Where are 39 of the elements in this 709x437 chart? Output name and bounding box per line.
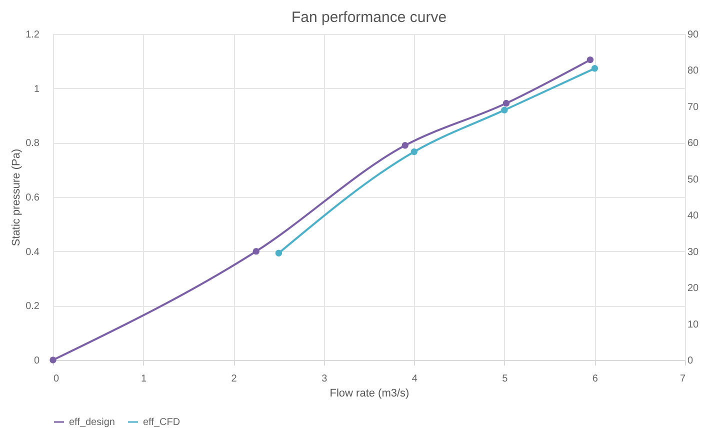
y2-tick-label: 80 — [688, 66, 700, 77]
y2-tick-label: 50 — [688, 174, 700, 186]
x-tick-label: 5 — [502, 374, 508, 384]
point — [501, 106, 508, 114]
y-tick-label: 1 — [34, 84, 40, 95]
y-tick-label: 1.2 — [26, 30, 40, 40]
y2-tick-label: 90 — [688, 30, 700, 40]
x-tick-label: 7 — [680, 374, 686, 384]
point — [586, 56, 594, 64]
y-tick-label: 0.6 — [26, 192, 40, 204]
y-tick-label: 0 — [34, 356, 40, 366]
x-tick-label: 0 — [54, 374, 60, 384]
point — [402, 142, 408, 149]
legend-label: eff_design — [69, 417, 115, 428]
y-axis-title: Static pressure (Pa) — [10, 148, 23, 246]
y2-tick-label: 40 — [688, 210, 700, 222]
y-tick-label: 0.2 — [26, 301, 40, 312]
x-tick-label: 3 — [322, 374, 328, 384]
chart-title: Fan performance curve — [291, 9, 447, 26]
y2-tick-label: 70 — [688, 102, 700, 113]
x-tick-label: 6 — [592, 374, 598, 384]
point — [410, 148, 418, 156]
y2-tick-label: 30 — [688, 246, 700, 258]
point — [502, 100, 510, 107]
point — [252, 248, 260, 255]
y-tick-label: 0.8 — [26, 138, 40, 150]
x-tick-label: 2 — [231, 374, 238, 384]
x-axis-title: Flow rate (m3/s) — [330, 388, 410, 400]
y-tick-label: 0.4 — [26, 246, 40, 258]
x-tick-label: 4 — [412, 374, 418, 384]
legend-label: eff_CFD — [143, 417, 180, 428]
y2-tick-label: 10 — [688, 319, 700, 330]
y2-tick-label: 0 — [688, 356, 694, 366]
y2-tick-label: 60 — [688, 138, 700, 150]
point — [275, 250, 282, 256]
x-tick-label: 1 — [141, 374, 148, 384]
y2-tick-label: 20 — [688, 283, 700, 294]
point — [50, 356, 56, 364]
point — [591, 65, 598, 72]
